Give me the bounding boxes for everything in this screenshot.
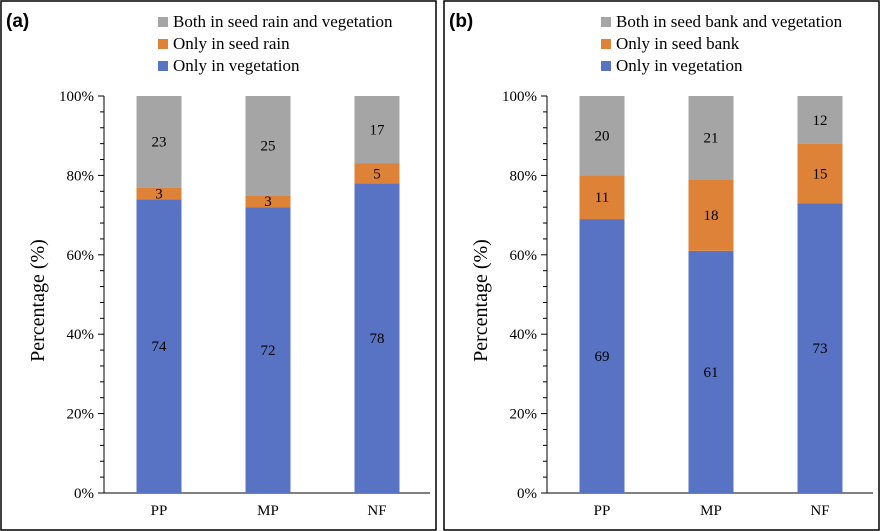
legend-label: Only in seed bank xyxy=(616,34,740,53)
x-tick-label: NF xyxy=(367,503,386,519)
data-label: 21 xyxy=(704,131,719,147)
bar-segment xyxy=(797,143,843,204)
y-axis-label: Percentage (%) xyxy=(27,239,49,362)
legend-swatch xyxy=(601,61,611,71)
legend: Both in seed rain and vegetation Only in … xyxy=(158,12,393,75)
bar-segment xyxy=(354,96,400,164)
data-label: 25 xyxy=(261,139,276,155)
y-tick-label: 40% xyxy=(67,327,95,343)
legend-label: Only in vegetation xyxy=(616,56,743,75)
data-label: 61 xyxy=(704,365,719,381)
bar-segment xyxy=(579,175,625,220)
bar-segment xyxy=(354,183,400,493)
panel-frame xyxy=(443,0,880,531)
bar-segment xyxy=(136,187,182,200)
data-label: 69 xyxy=(595,349,610,365)
legend-swatch xyxy=(601,17,611,27)
bar-segment xyxy=(797,203,843,493)
y-tick-label: 100% xyxy=(59,89,94,105)
panel-frame xyxy=(0,0,437,531)
legend-label: Both in seed rain and vegetation xyxy=(173,12,393,31)
legend-swatch xyxy=(158,39,168,49)
data-label: 12 xyxy=(813,113,828,129)
bar-segment xyxy=(579,96,625,176)
legend: Both in seed bank and vegetation Only in … xyxy=(601,12,843,75)
data-label: 3 xyxy=(264,194,272,210)
bars: 69 11 20 61 18 21 73 15 12 xyxy=(579,96,843,493)
y-tick-label: 20% xyxy=(67,407,95,423)
bar-segment xyxy=(579,219,625,493)
y-tick-label: 80% xyxy=(510,168,538,184)
data-label: 78 xyxy=(370,331,385,347)
bar-segment xyxy=(245,207,291,493)
legend-swatch xyxy=(601,39,611,49)
panel-letter: (a) xyxy=(6,11,29,32)
y-tick-label: 80% xyxy=(67,168,95,184)
data-label: 3 xyxy=(155,186,163,202)
axes: 0% 20% 40% 60% 80% 100% PP MP NF xyxy=(59,89,430,519)
data-label: 11 xyxy=(595,190,609,206)
data-label: 15 xyxy=(813,166,828,182)
x-tick-label: PP xyxy=(594,503,611,519)
x-tick-label: MP xyxy=(700,503,722,519)
legend-label: Only in seed rain xyxy=(173,34,290,53)
data-label: 18 xyxy=(704,208,719,224)
x-tick-label: PP xyxy=(151,503,168,519)
bar-segment xyxy=(354,163,400,184)
y-tick-label: 40% xyxy=(510,327,538,343)
axes: 0% 20% 40% 60% 80% 100% PP MP NF xyxy=(502,89,873,519)
bar-segment xyxy=(245,195,291,208)
data-label: 17 xyxy=(370,123,386,139)
data-label: 74 xyxy=(152,339,168,355)
data-label: 73 xyxy=(813,341,828,357)
bar-segment xyxy=(688,179,734,251)
legend-label: Both in seed bank and vegetation xyxy=(616,12,843,31)
legend-label: Only in vegetation xyxy=(173,56,300,75)
y-axis-label: Percentage (%) xyxy=(470,239,492,362)
data-label: 5 xyxy=(373,166,381,182)
bar-segment xyxy=(136,199,182,493)
legend-swatch xyxy=(158,61,168,71)
bar-segment xyxy=(245,96,291,196)
data-label: 72 xyxy=(261,343,276,359)
bar-segment xyxy=(688,96,734,180)
y-tick-label: 0% xyxy=(517,486,537,502)
legend-swatch xyxy=(158,17,168,27)
bar-segment xyxy=(797,96,843,144)
data-label: 20 xyxy=(595,129,610,145)
chart-panel-b: (b) Both in seed bank and vegetation Only… xyxy=(443,0,880,531)
bar-segment xyxy=(688,250,734,493)
y-tick-label: 20% xyxy=(510,407,538,423)
x-tick-label: MP xyxy=(257,503,279,519)
bars: 74 3 23 72 3 25 78 5 17 xyxy=(136,96,400,493)
y-tick-label: 100% xyxy=(502,89,537,105)
x-tick-label: NF xyxy=(810,503,829,519)
y-tick-label: 60% xyxy=(67,248,95,264)
bar-segment xyxy=(136,96,182,188)
chart-panel-a: (a) Both in seed rain and vegetation Only… xyxy=(0,0,437,531)
y-tick-label: 60% xyxy=(510,248,538,264)
data-label: 23 xyxy=(152,135,167,151)
panel-letter: (b) xyxy=(449,11,473,32)
y-tick-label: 0% xyxy=(74,486,94,502)
